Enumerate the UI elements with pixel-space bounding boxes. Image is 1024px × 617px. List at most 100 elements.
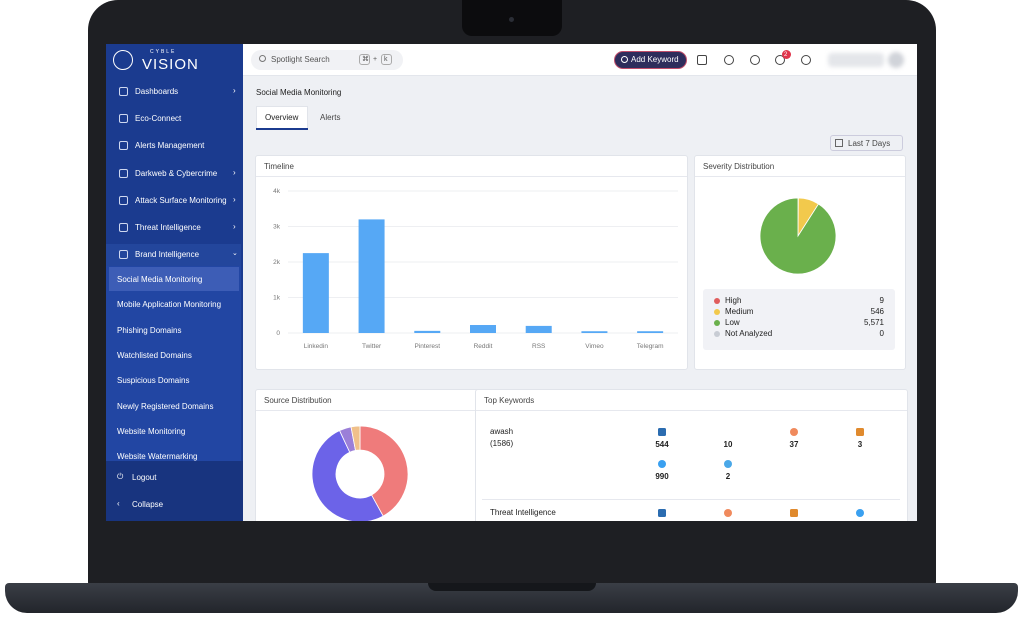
menu-icon xyxy=(119,87,128,96)
platform-icon-tw xyxy=(856,509,864,517)
add-keyword-label[interactable]: Add Keyword xyxy=(631,55,679,64)
legend-value: 0 xyxy=(879,329,884,338)
card-header-line xyxy=(256,410,495,411)
search-placeholder[interactable]: Spotlight Search xyxy=(271,55,330,64)
legend-label: Not Analyzed xyxy=(725,329,773,338)
keyword-name: Threat Intelligence xyxy=(490,508,556,517)
platform-icon-li xyxy=(658,428,666,436)
key-box xyxy=(359,54,370,65)
avatar-blur xyxy=(888,52,904,68)
key-box xyxy=(381,54,392,65)
menu-item[interactable]: Alerts Management xyxy=(135,141,205,151)
tab[interactable]: Overview xyxy=(265,113,299,122)
user-blur xyxy=(828,53,884,67)
search-icon xyxy=(259,55,266,62)
calendar-icon xyxy=(835,139,843,147)
submenu-item[interactable]: Suspicious Domains xyxy=(117,376,190,386)
card: Timeline xyxy=(255,155,688,370)
chevron: ⌄ xyxy=(232,250,238,258)
menu-item[interactable]: Darkweb & Cybercrime xyxy=(135,168,218,178)
card-title: Source Distribution xyxy=(264,396,332,405)
legend-value: 5,571 xyxy=(863,318,884,327)
submenu-item[interactable]: Website Watermarking xyxy=(117,452,198,462)
legend-label: Low xyxy=(725,318,740,327)
legend-label: High xyxy=(725,296,742,305)
chevron: › xyxy=(233,86,236,95)
card-title: Severity Distribution xyxy=(703,162,775,171)
submenu-item[interactable]: Social Media Monitoring xyxy=(117,275,203,284)
platform-icon-rss xyxy=(856,428,864,436)
tab-underline xyxy=(256,128,308,130)
menu-item[interactable]: Brand Intelligence xyxy=(135,250,200,260)
keyword-count: (1586) xyxy=(490,439,514,448)
submenu-item[interactable]: Mobile Application Monitoring xyxy=(117,300,222,310)
legend-dot xyxy=(714,298,720,304)
search-box[interactable] xyxy=(251,50,403,70)
footer-item[interactable]: Logout xyxy=(132,473,157,482)
toolbar-icon[interactable] xyxy=(775,55,785,65)
range-label[interactable]: Last 7 Days xyxy=(848,139,891,148)
plus-icon xyxy=(621,56,628,63)
legend-dot xyxy=(714,309,720,315)
shortcut-key: + xyxy=(373,56,378,63)
keyword-stat: 2 xyxy=(725,472,731,481)
menu-active-bg xyxy=(106,244,241,267)
menu-icon xyxy=(119,114,128,124)
submenu-item[interactable]: Website Monitoring xyxy=(117,426,186,436)
chevron: › xyxy=(233,194,236,204)
card: Top Keywords xyxy=(475,389,908,521)
platform-icon-tg xyxy=(724,460,732,468)
toolbar-icon[interactable] xyxy=(697,55,707,65)
add-keyword-button[interactable] xyxy=(614,51,687,69)
range-button[interactable] xyxy=(830,135,903,151)
legend-box xyxy=(703,289,895,350)
menu-item[interactable]: Eco-Connect xyxy=(135,114,182,124)
keyword-stat: 990 xyxy=(655,472,669,481)
submenu-item[interactable]: Watchlisted Domains xyxy=(117,350,192,360)
brand-top: CYBLE xyxy=(150,49,177,55)
base-notch xyxy=(428,583,596,591)
legend-dot xyxy=(714,320,720,326)
toolbar-icon[interactable] xyxy=(724,55,734,65)
card-header-line xyxy=(695,176,905,177)
menu-item[interactable]: Dashboards xyxy=(135,87,179,96)
shortcut-key: ⌘ xyxy=(362,56,369,63)
platform-icon-li xyxy=(658,509,666,517)
toolbar-icon[interactable] xyxy=(750,55,760,65)
legend-value: 9 xyxy=(879,296,884,305)
legend-label: Medium xyxy=(725,307,754,316)
footer-item[interactable]: Collapse xyxy=(132,500,164,509)
card-title: Top Keywords xyxy=(484,396,535,405)
screen: CYBLE VISION Dashboards › Eco-Connect Alerts … xyxy=(106,44,917,521)
chevron: › xyxy=(233,222,236,231)
menu-icon xyxy=(119,223,128,232)
tab[interactable]: Alerts xyxy=(320,113,341,122)
card: Source Distribution xyxy=(255,389,496,521)
menu-icon xyxy=(119,141,128,151)
card-title: Timeline xyxy=(264,162,294,171)
menu-item[interactable]: Attack Surface Monitoring xyxy=(135,195,227,205)
camera xyxy=(509,17,514,22)
legend-dot xyxy=(714,331,720,337)
platform-icon-rd xyxy=(790,428,798,436)
legend-value: 546 xyxy=(870,307,884,316)
footer-icon: ‹ xyxy=(117,499,120,508)
submenu-bg xyxy=(106,266,241,461)
badge-count: 2 xyxy=(784,51,788,58)
keyword-stat: 544 xyxy=(655,440,669,449)
submenu-item[interactable]: Newly Registered Domains xyxy=(117,401,214,411)
keyword-stat: 37 xyxy=(789,440,799,449)
brand: VISION xyxy=(142,56,199,73)
chevron: › xyxy=(233,167,236,177)
sidebar-footer xyxy=(106,461,243,521)
card-header-line xyxy=(256,176,687,177)
shortcut-key: k xyxy=(384,56,388,63)
page-title: Social Media Monitoring xyxy=(256,88,342,97)
submenu-item[interactable]: Phishing Domains xyxy=(117,325,182,335)
toolbar-icon[interactable] xyxy=(801,55,811,65)
badge xyxy=(782,50,791,59)
platform-icon-rss xyxy=(790,509,798,517)
footer-icon: ⏻ xyxy=(117,472,124,481)
menu-item[interactable]: Threat Intelligence xyxy=(135,223,201,232)
